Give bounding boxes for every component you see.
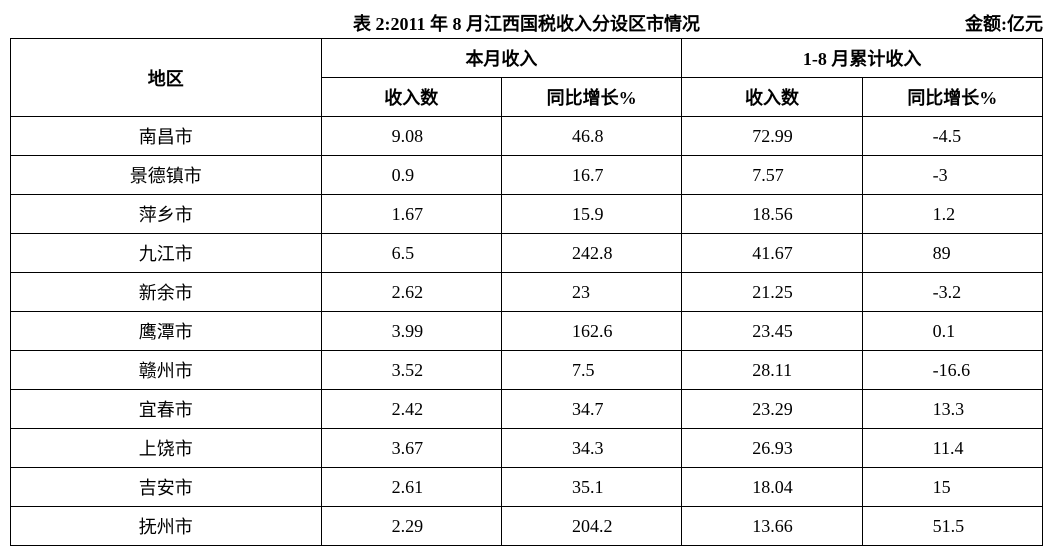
cell-region: 鹰潭市 [11,312,322,351]
col-month-growth: 同比增长% [501,78,681,117]
col-cum-growth: 同比增长% [862,78,1042,117]
cell-cum-amount: 7.57 [682,156,862,195]
cell-region: 九江市 [11,234,322,273]
cell-cum-growth: 13.3 [862,390,1042,429]
cell-month-amount: 0.9 [321,156,501,195]
cell-cum-growth: -3 [862,156,1042,195]
cell-cum-growth: 89 [862,234,1042,273]
cell-month-amount: 3.67 [321,429,501,468]
cell-cum-growth: -4.5 [862,117,1042,156]
cell-month-amount: 6.5 [321,234,501,273]
cell-region: 吉安市 [11,468,322,507]
table-row: 南昌市9.0846.872.99-4.5 [11,117,1043,156]
cell-region: 上饶市 [11,429,322,468]
cell-cum-growth: 51.5 [862,507,1042,546]
tax-table: 地区 本月收入 1-8 月累计收入 收入数 同比增长% 收入数 同比增长% 南昌… [10,38,1043,546]
table-title: 表 2:2011 年 8 月江西国税收入分设区市情况 [10,10,1043,36]
cell-month-growth: 7.5 [501,351,681,390]
table-row: 新余市2.622321.25-3.2 [11,273,1043,312]
table-row: 萍乡市1.6715.918.561.2 [11,195,1043,234]
cell-month-amount: 2.42 [321,390,501,429]
cell-month-growth: 204.2 [501,507,681,546]
cell-month-amount: 3.99 [321,312,501,351]
cell-cum-amount: 23.29 [682,390,862,429]
cell-region: 南昌市 [11,117,322,156]
cell-cum-amount: 72.99 [682,117,862,156]
col-month-amount: 收入数 [321,78,501,117]
cell-month-amount: 2.61 [321,468,501,507]
cell-month-growth: 46.8 [501,117,681,156]
cell-cum-growth: 0.1 [862,312,1042,351]
cell-cum-growth: -16.6 [862,351,1042,390]
cell-region: 新余市 [11,273,322,312]
cell-cum-growth: -3.2 [862,273,1042,312]
cell-month-amount: 2.29 [321,507,501,546]
cell-month-growth: 23 [501,273,681,312]
cell-month-growth: 34.3 [501,429,681,468]
col-cumulative-group: 1-8 月累计收入 [682,39,1043,78]
cell-month-growth: 34.7 [501,390,681,429]
cell-cum-growth: 11.4 [862,429,1042,468]
col-region: 地区 [11,39,322,117]
table-row: 宜春市2.4234.723.2913.3 [11,390,1043,429]
table-row: 抚州市2.29204.213.6651.5 [11,507,1043,546]
table-row: 赣州市3.527.528.11-16.6 [11,351,1043,390]
col-month-group: 本月收入 [321,39,682,78]
table-row: 鹰潭市3.99162.623.450.1 [11,312,1043,351]
cell-cum-amount: 28.11 [682,351,862,390]
cell-cum-amount: 18.56 [682,195,862,234]
table-row: 景德镇市0.916.77.57-3 [11,156,1043,195]
cell-cum-amount: 41.67 [682,234,862,273]
table-body: 南昌市9.0846.872.99-4.5景德镇市0.916.77.57-3萍乡市… [11,117,1043,546]
cell-month-growth: 16.7 [501,156,681,195]
cell-month-amount: 3.52 [321,351,501,390]
cell-region: 宜春市 [11,390,322,429]
table-caption: 表 2:2011 年 8 月江西国税收入分设区市情况 金额:亿元 [10,10,1043,34]
cell-month-amount: 2.62 [321,273,501,312]
cell-cum-amount: 21.25 [682,273,862,312]
cell-month-growth: 162.6 [501,312,681,351]
cell-cum-amount: 23.45 [682,312,862,351]
cell-month-amount: 9.08 [321,117,501,156]
cell-month-growth: 15.9 [501,195,681,234]
table-row: 上饶市3.6734.326.9311.4 [11,429,1043,468]
cell-region: 赣州市 [11,351,322,390]
cell-cum-growth: 1.2 [862,195,1042,234]
table-row: 吉安市2.6135.118.0415 [11,468,1043,507]
col-cum-amount: 收入数 [682,78,862,117]
header-row-1: 地区 本月收入 1-8 月累计收入 [11,39,1043,78]
cell-cum-growth: 15 [862,468,1042,507]
cell-month-growth: 242.8 [501,234,681,273]
cell-region: 抚州市 [11,507,322,546]
cell-region: 萍乡市 [11,195,322,234]
table-unit: 金额:亿元 [965,10,1043,36]
cell-cum-amount: 26.93 [682,429,862,468]
cell-region: 景德镇市 [11,156,322,195]
cell-month-growth: 35.1 [501,468,681,507]
cell-cum-amount: 13.66 [682,507,862,546]
cell-month-amount: 1.67 [321,195,501,234]
cell-cum-amount: 18.04 [682,468,862,507]
table-row: 九江市6.5242.841.6789 [11,234,1043,273]
